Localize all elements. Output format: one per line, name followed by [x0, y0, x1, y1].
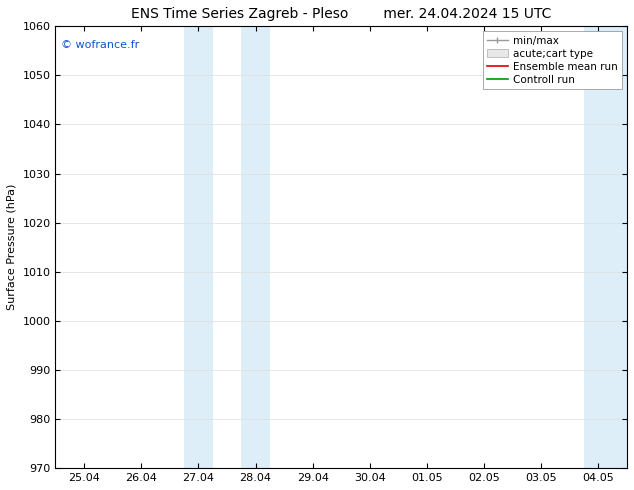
Bar [184, 26, 212, 468]
Text: © wofrance.fr: © wofrance.fr [61, 40, 139, 49]
Title: ENS Time Series Zagreb - Pleso        mer. 24.04.2024 15 UTC: ENS Time Series Zagreb - Pleso mer. 24.0… [131, 7, 552, 21]
Bar [242, 26, 270, 468]
Bar [613, 26, 634, 468]
Bar [584, 26, 613, 468]
Y-axis label: Surface Pressure (hPa): Surface Pressure (hPa) [7, 184, 17, 311]
Legend: min/max, acute;cart type, Ensemble mean run, Controll run: min/max, acute;cart type, Ensemble mean … [482, 31, 622, 89]
